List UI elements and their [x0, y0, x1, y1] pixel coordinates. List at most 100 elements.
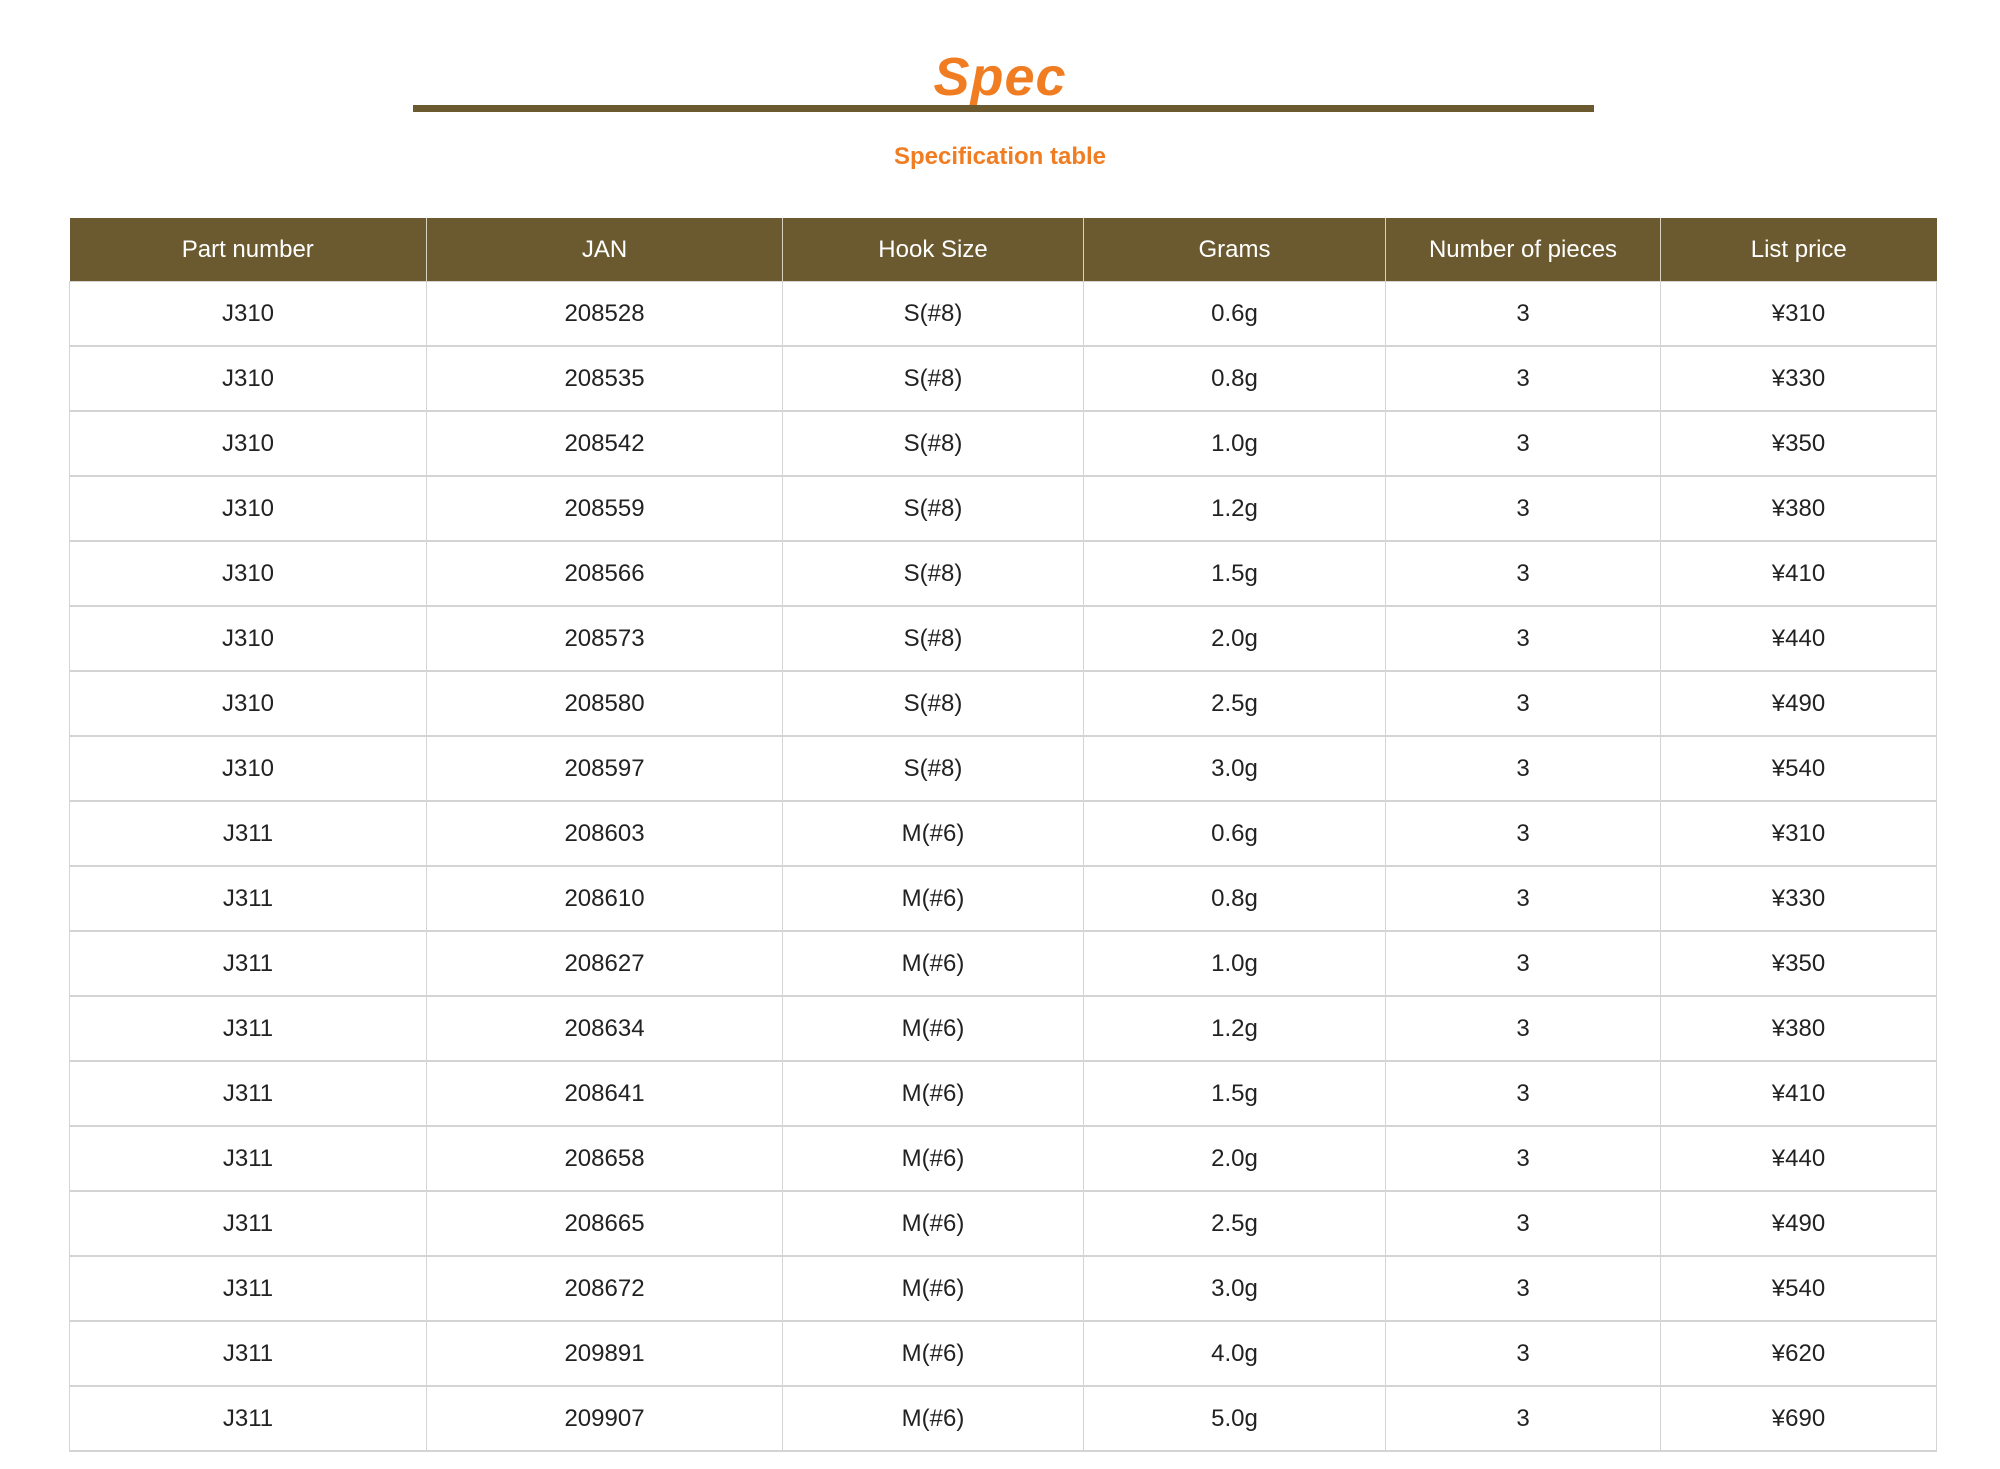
cell-number-of-pieces: 3	[1385, 995, 1661, 1062]
cell-jan: 208580	[426, 670, 783, 737]
cell-jan: 208566	[426, 540, 783, 607]
cell-list-price: ¥350	[1660, 930, 1937, 997]
cell-list-price: ¥490	[1660, 670, 1937, 737]
cell-grams: 2.5g	[1083, 1190, 1386, 1257]
cell-number-of-pieces: 3	[1385, 605, 1661, 672]
cell-part-number: J311	[69, 1320, 427, 1387]
table-row: J311 208603 M(#6) 0.6g 3 ¥310	[69, 800, 1937, 867]
table-row: J310 208559 S(#8) 1.2g 3 ¥380	[69, 475, 1937, 542]
cell-list-price: ¥690	[1660, 1385, 1937, 1452]
cell-number-of-pieces: 3	[1385, 800, 1661, 867]
cell-jan: 208665	[426, 1190, 783, 1257]
cell-grams: 0.8g	[1083, 865, 1386, 932]
cell-part-number: J310	[69, 475, 427, 542]
cell-grams: 4.0g	[1083, 1320, 1386, 1387]
table-row: J310 208542 S(#8) 1.0g 3 ¥350	[69, 410, 1937, 477]
column-header-list-price: List price	[1660, 218, 1937, 282]
cell-grams: 2.0g	[1083, 605, 1386, 672]
column-header-number-of-pieces: Number of pieces	[1385, 218, 1661, 282]
cell-part-number: J310	[69, 540, 427, 607]
cell-hook-size: M(#6)	[782, 995, 1084, 1062]
cell-number-of-pieces: 3	[1385, 345, 1661, 412]
cell-list-price: ¥330	[1660, 865, 1937, 932]
cell-jan: 208603	[426, 800, 783, 867]
cell-grams: 0.8g	[1083, 345, 1386, 412]
table-row: J311 209891 M(#6) 4.0g 3 ¥620	[69, 1320, 1937, 1387]
cell-grams: 1.5g	[1083, 540, 1386, 607]
column-header-hook-size: Hook Size	[782, 218, 1084, 282]
cell-part-number: J311	[69, 995, 427, 1062]
cell-hook-size: S(#8)	[782, 540, 1084, 607]
cell-hook-size: M(#6)	[782, 1060, 1084, 1127]
cell-number-of-pieces: 3	[1385, 1255, 1661, 1322]
table-row: J310 208566 S(#8) 1.5g 3 ¥410	[69, 540, 1937, 607]
cell-part-number: J310	[69, 670, 427, 737]
column-header-grams: Grams	[1083, 218, 1386, 282]
cell-hook-size: M(#6)	[782, 1255, 1084, 1322]
cell-list-price: ¥330	[1660, 345, 1937, 412]
cell-hook-size: S(#8)	[782, 670, 1084, 737]
cell-jan: 208672	[426, 1255, 783, 1322]
page-subtitle: Specification table	[893, 143, 1107, 170]
cell-list-price: ¥410	[1660, 540, 1937, 607]
table-row: J310 208573 S(#8) 2.0g 3 ¥440	[69, 605, 1937, 672]
cell-hook-size: S(#8)	[782, 735, 1084, 802]
column-header-jan: JAN	[426, 218, 783, 282]
cell-hook-size: M(#6)	[782, 865, 1084, 932]
spec-table: Part number JAN Hook Size Grams Number of pi…	[69, 218, 1937, 1452]
cell-hook-size: S(#8)	[782, 605, 1084, 672]
table-row: J311 208672 M(#6) 3.0g 3 ¥540	[69, 1255, 1937, 1322]
table-row: J311 208634 M(#6) 1.2g 3 ¥380	[69, 995, 1937, 1062]
cell-part-number: J311	[69, 1385, 427, 1452]
cell-grams: 1.2g	[1083, 475, 1386, 542]
cell-list-price: ¥380	[1660, 995, 1937, 1062]
cell-number-of-pieces: 3	[1385, 865, 1661, 932]
cell-part-number: J311	[69, 930, 427, 997]
cell-jan: 208641	[426, 1060, 783, 1127]
table-row: J310 208528 S(#8) 0.6g 3 ¥310	[69, 281, 1937, 347]
cell-part-number: J311	[69, 1190, 427, 1257]
cell-list-price: ¥310	[1660, 800, 1937, 867]
cell-hook-size: M(#6)	[782, 1385, 1084, 1452]
cell-part-number: J311	[69, 800, 427, 867]
cell-jan: 208658	[426, 1125, 783, 1192]
cell-jan: 208634	[426, 995, 783, 1062]
cell-hook-size: M(#6)	[782, 1125, 1084, 1192]
cell-part-number: J310	[69, 410, 427, 477]
cell-number-of-pieces: 3	[1385, 735, 1661, 802]
cell-part-number: J311	[69, 1255, 427, 1322]
cell-part-number: J311	[69, 1125, 427, 1192]
cell-number-of-pieces: 3	[1385, 281, 1661, 347]
table-row: J311 208641 M(#6) 1.5g 3 ¥410	[69, 1060, 1937, 1127]
page-title: Spec	[933, 47, 1067, 107]
cell-number-of-pieces: 3	[1385, 475, 1661, 542]
table-row: J310 208535 S(#8) 0.8g 3 ¥330	[69, 345, 1937, 412]
cell-part-number: J311	[69, 865, 427, 932]
cell-number-of-pieces: 3	[1385, 1060, 1661, 1127]
cell-grams: 2.0g	[1083, 1125, 1386, 1192]
cell-list-price: ¥440	[1660, 1125, 1937, 1192]
table-row: J311 208610 M(#6) 0.8g 3 ¥330	[69, 865, 1937, 932]
cell-part-number: J311	[69, 1060, 427, 1127]
cell-grams: 1.0g	[1083, 410, 1386, 477]
column-header-part-number: Part number	[69, 218, 427, 282]
cell-jan: 208535	[426, 345, 783, 412]
cell-number-of-pieces: 3	[1385, 930, 1661, 997]
cell-grams: 2.5g	[1083, 670, 1386, 737]
cell-list-price: ¥310	[1660, 281, 1937, 347]
cell-jan: 208597	[426, 735, 783, 802]
cell-list-price: ¥490	[1660, 1190, 1937, 1257]
table-row: J310 208580 S(#8) 2.5g 3 ¥490	[69, 670, 1937, 737]
cell-grams: 5.0g	[1083, 1385, 1386, 1452]
cell-number-of-pieces: 3	[1385, 1320, 1661, 1387]
cell-grams: 3.0g	[1083, 1255, 1386, 1322]
cell-part-number: J310	[69, 605, 427, 672]
cell-jan: 208528	[426, 281, 783, 347]
cell-number-of-pieces: 3	[1385, 410, 1661, 477]
cell-list-price: ¥410	[1660, 1060, 1937, 1127]
cell-list-price: ¥540	[1660, 735, 1937, 802]
cell-part-number: J310	[69, 345, 427, 412]
cell-list-price: ¥620	[1660, 1320, 1937, 1387]
table-row: J311 208658 M(#6) 2.0g 3 ¥440	[69, 1125, 1937, 1192]
cell-hook-size: M(#6)	[782, 1190, 1084, 1257]
